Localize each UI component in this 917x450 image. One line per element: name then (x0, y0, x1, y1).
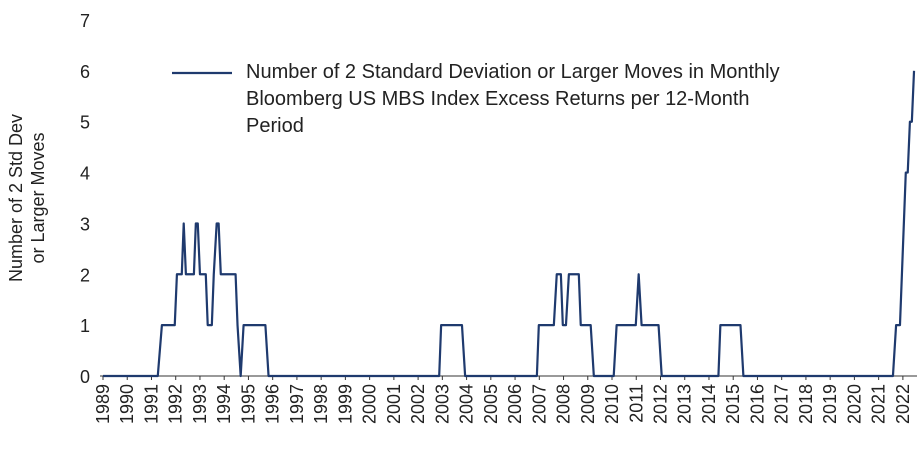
x-tick-label: 2021 (869, 384, 889, 424)
legend-label: Number of 2 Standard Deviation or Larger… (246, 61, 780, 137)
x-tick-label: 1995 (238, 384, 258, 424)
y-tick-label: 6 (80, 62, 90, 82)
y-axis-label: or Larger Moves (28, 132, 48, 263)
x-tick-label: 2019 (820, 384, 840, 424)
y-tick-label: 2 (80, 265, 90, 285)
y-axis-label: Number of 2 Std Dev (6, 114, 26, 282)
x-tick-label: 1990 (117, 384, 137, 424)
x-tick-label: 1999 (335, 384, 355, 424)
x-tick-label: 2005 (481, 384, 501, 424)
x-tick-label: 2000 (360, 384, 380, 424)
x-tick-label: 2017 (772, 384, 792, 424)
y-tick-label: 4 (80, 164, 90, 184)
x-tick-label: 2010 (602, 384, 622, 424)
x-tick-label: 1994 (214, 384, 234, 424)
x-tick-label: 2003 (432, 384, 452, 424)
x-tick-label: 2007 (529, 384, 549, 424)
y-tick-label: 3 (80, 214, 90, 234)
x-tick-label: 2002 (408, 384, 428, 424)
y-tick-label: 1 (80, 316, 90, 336)
x-tick-label: 1996 (263, 384, 283, 424)
x-tick-label: 1997 (287, 384, 307, 424)
legend: Number of 2 Standard Deviation or Larger… (246, 61, 780, 137)
x-tick-label: 2011 (626, 384, 646, 423)
x-tick-label: 2022 (893, 384, 913, 424)
x-tick-label: 1991 (141, 384, 161, 424)
x-tick-label: 2008 (554, 384, 574, 424)
x-tick-label: 2004 (457, 384, 477, 424)
x-tick-label: 2018 (796, 384, 816, 424)
x-tick-label: 1989 (93, 384, 113, 424)
x-tick-label: 1993 (190, 384, 210, 424)
y-tick-label: 7 (80, 11, 90, 31)
y-tick-label: 0 (80, 367, 90, 387)
x-tick-label: 2012 (650, 384, 670, 424)
x-tick-label: 2001 (384, 384, 404, 424)
x-tick-label: 2020 (844, 384, 864, 424)
x-tick-label: 2015 (723, 384, 743, 424)
series-line (103, 70, 916, 378)
x-tick-label: 2014 (699, 384, 719, 424)
x-tick-label: 2013 (675, 384, 695, 424)
x-tick-label: 1998 (311, 384, 331, 424)
x-tick-label: 2006 (505, 384, 525, 424)
y-tick-label: 5 (80, 113, 90, 133)
x-tick-label: 2016 (747, 384, 767, 424)
x-tick-label: 2009 (578, 384, 598, 424)
x-tick-label: 1992 (166, 384, 186, 424)
